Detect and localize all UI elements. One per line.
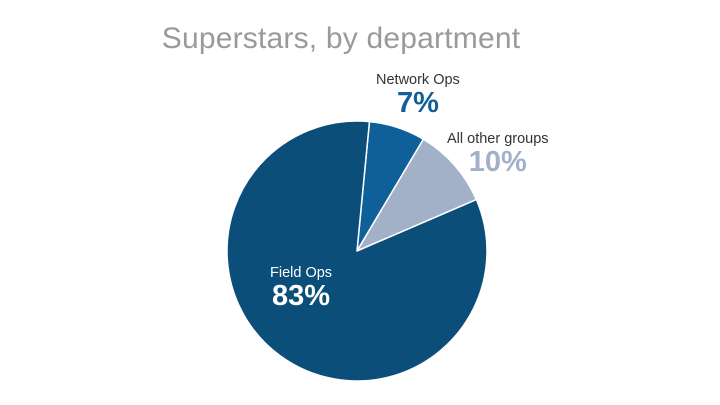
slice-name-field-ops: Field Ops — [270, 265, 333, 281]
chart-title: Superstars, by department — [161, 22, 521, 55]
slice-label-field-ops: Field Ops 83% — [270, 265, 332, 311]
slice-value-field-ops: 83% — [272, 280, 331, 312]
pie-slice-field-ops — [226, 120, 488, 382]
slice-label-all-other-groups: All other groups 10% — [447, 131, 549, 177]
slice-name-all-other-groups: All other groups — [447, 131, 549, 147]
slice-value-network-ops: 7% — [396, 87, 439, 119]
slice-name-network-ops: Network Ops — [376, 72, 460, 88]
slice-label-network-ops: Network Ops 7% — [376, 72, 460, 118]
pie-slice-all-other-groups — [356, 138, 478, 252]
slice-value-all-other-groups: 10% — [468, 146, 527, 178]
